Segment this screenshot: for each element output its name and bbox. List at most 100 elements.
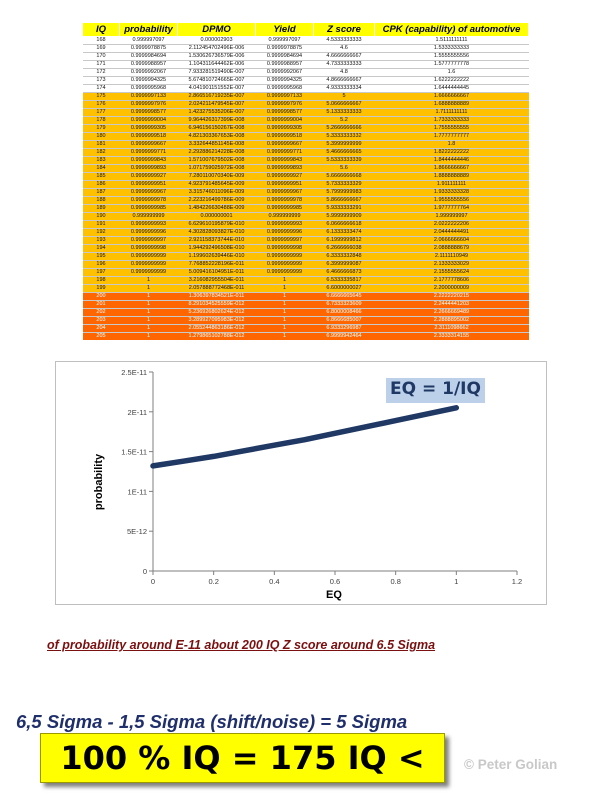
- data-table: IQ probability DPMO Yield Z score CPK (c…: [82, 22, 529, 340]
- cell-yield: 0.9999999998: [255, 244, 314, 253]
- cell-probability: 0.9999999997: [119, 236, 178, 245]
- header-iq: IQ: [82, 22, 120, 37]
- cell-z-score: 4.5333333333: [313, 36, 375, 45]
- cell-probability: 1: [119, 284, 178, 293]
- cell-yield: 1: [255, 284, 314, 293]
- x-axis-title: EQ: [326, 589, 342, 601]
- cell-probability: 0.9999997133: [119, 92, 178, 101]
- cell-probability: 1: [119, 300, 178, 309]
- cell-z-score: 5.9333333291: [313, 204, 375, 213]
- cell-cpk: 2.1333333029: [374, 260, 529, 269]
- cell-z-score: 4.7333333333: [313, 60, 375, 69]
- cell-iq: 171: [82, 60, 120, 69]
- cell-z-score: 5.8666666667: [313, 196, 375, 205]
- cell-yield: 0.9999999999: [255, 260, 314, 269]
- cell-z-score: 4.9333333334: [313, 84, 375, 93]
- table-row: 188 0.9999999978 2.223216499786E-009 0.9999…: [82, 196, 529, 205]
- cell-dpmo: 1.423275535206E-007: [177, 108, 256, 117]
- cell-iq: 170: [82, 52, 120, 61]
- cell-yield: 0.999999999: [255, 212, 314, 221]
- cell-cpk: 1.5777777778: [374, 60, 529, 69]
- cell-dpmo: 1.484226630488E-009: [177, 204, 256, 213]
- cell-cpk: 1.8222222222: [374, 148, 529, 157]
- cell-iq: 196: [82, 260, 120, 269]
- cell-yield: 0.9999999667: [255, 140, 314, 149]
- cell-yield: 0.9999999004: [255, 116, 314, 125]
- header-cpk: CPK (capability) of automotive: [374, 22, 529, 37]
- table-row: 172 0.9999992067 7.933281519490E-007 0.9999…: [82, 68, 529, 77]
- table-row: 201 1 8.291034525559E-012 1 6.7333323609 2.24…: [82, 300, 529, 309]
- cell-iq: 198: [82, 276, 120, 285]
- cell-cpk: 2.2444441203: [374, 300, 529, 309]
- sigma-statement: 6,5 Sigma - 1,5 Sigma (shift/noise) = 5 …: [16, 711, 408, 732]
- table-row: 202 1 5.236926802624E-012 1 6.8000008466 2.26…: [82, 308, 529, 317]
- table-row: 189 0.9999999985 1.484226630488E-009 0.9999…: [82, 204, 529, 213]
- cell-iq: 186: [82, 180, 120, 189]
- cell-iq: 190: [82, 212, 120, 221]
- cell-z-score: 5.7999999983: [313, 188, 375, 197]
- cell-iq: 187: [82, 188, 120, 197]
- cell-iq: 202: [82, 308, 120, 317]
- cell-dpmo: 1.944292496508E-010: [177, 244, 256, 253]
- cell-z-score: 5.0666666667: [313, 100, 375, 109]
- cell-cpk: 1.6: [374, 68, 529, 77]
- cell-iq: 177: [82, 108, 120, 117]
- cell-z-score: 5.9999999909: [313, 212, 375, 221]
- cell-cpk: 2.1111110949: [374, 252, 529, 261]
- cell-yield: 0.9999997976: [255, 100, 314, 109]
- table-row: 170 0.9999984694 1.530626736579E-006 0.9999…: [82, 52, 529, 61]
- cell-dpmo: 7.768852228196E-011: [177, 260, 256, 269]
- cell-cpk: 2.0666666604: [374, 236, 529, 245]
- cell-iq: 172: [82, 68, 120, 77]
- cell-probability: 0.9999999998: [119, 244, 178, 253]
- cell-probability: 0.9999999843: [119, 156, 178, 165]
- cell-cpk: 1.7111111111: [374, 108, 529, 117]
- cell-iq: 199: [82, 284, 120, 293]
- header-z-score: Z score: [313, 22, 375, 37]
- cell-cpk: 1.6666666667: [374, 92, 529, 101]
- cell-cpk: 2.0222222206: [374, 220, 529, 229]
- cell-probability: 0.9999999996: [119, 228, 178, 237]
- cell-cpk: 1.7333333333: [374, 116, 529, 125]
- chart-marks: [150, 405, 460, 469]
- table-row: 199 1 2.057888772468E-011 1 6.6000000027 2.20…: [82, 284, 529, 293]
- cell-yield: 0.9999978875: [255, 44, 314, 53]
- cell-z-score: 6.3333332848: [313, 252, 375, 261]
- x-tick-label: 0.8: [390, 577, 400, 586]
- header-yield: Yield: [255, 22, 314, 37]
- cell-cpk: 1.5111111111: [374, 36, 529, 45]
- cell-yield: 0.9999999927: [255, 172, 314, 181]
- table-row: 169 0.9999978875 2.112454702496E-006 0.9999…: [82, 44, 529, 53]
- cell-dpmo: 6.946156150267E-008: [177, 124, 256, 133]
- cell-dpmo: 1.571007679502E-008: [177, 156, 256, 165]
- cell-z-score: 6.5333335817: [313, 276, 375, 285]
- cell-z-score: 5.2666666666: [313, 124, 375, 133]
- table-row: 192 0.9999999996 4.302828093827E-010 0.9999…: [82, 228, 529, 237]
- cell-dpmo: 1.104311644462E-006: [177, 60, 256, 69]
- cell-probability: 0.9999999999: [119, 268, 178, 277]
- cell-probability: 0.9999992067: [119, 68, 178, 77]
- cell-iq: 183: [82, 156, 120, 165]
- cell-iq: 192: [82, 228, 120, 237]
- cell-probability: 0.9999999305: [119, 124, 178, 133]
- cell-cpk: 1.6444444445: [374, 84, 529, 93]
- cell-yield: 0.9999999978: [255, 196, 314, 205]
- cell-iq: 195: [82, 252, 120, 261]
- cell-probability: 0.9999999999: [119, 260, 178, 269]
- cell-cpk: 1.6888888889: [374, 100, 529, 109]
- cell-probability: 0.9999999985: [119, 204, 178, 213]
- copyright-notice: © Peter Golian: [464, 757, 558, 772]
- cell-iq: 176: [82, 100, 120, 109]
- cell-probability: 1: [119, 316, 178, 325]
- cell-iq: 193: [82, 236, 120, 245]
- cell-dpmo: 4.923791485645E-009: [177, 180, 256, 189]
- cell-iq: 168: [82, 36, 120, 45]
- cell-z-score: 6.0666666618: [313, 220, 375, 229]
- table-row: 176 0.9999997976 2.024211479545E-007 0.9999…: [82, 100, 529, 109]
- cell-z-score: 5.3333333332: [313, 132, 375, 141]
- cell-z-score: 6.2666666038: [313, 244, 375, 253]
- cell-cpk: 1.8888888889: [374, 172, 529, 181]
- cell-yield: 0.9999999893: [255, 164, 314, 173]
- cell-probability: 0.999999999: [119, 212, 178, 221]
- cell-z-score: 4.8: [313, 68, 375, 77]
